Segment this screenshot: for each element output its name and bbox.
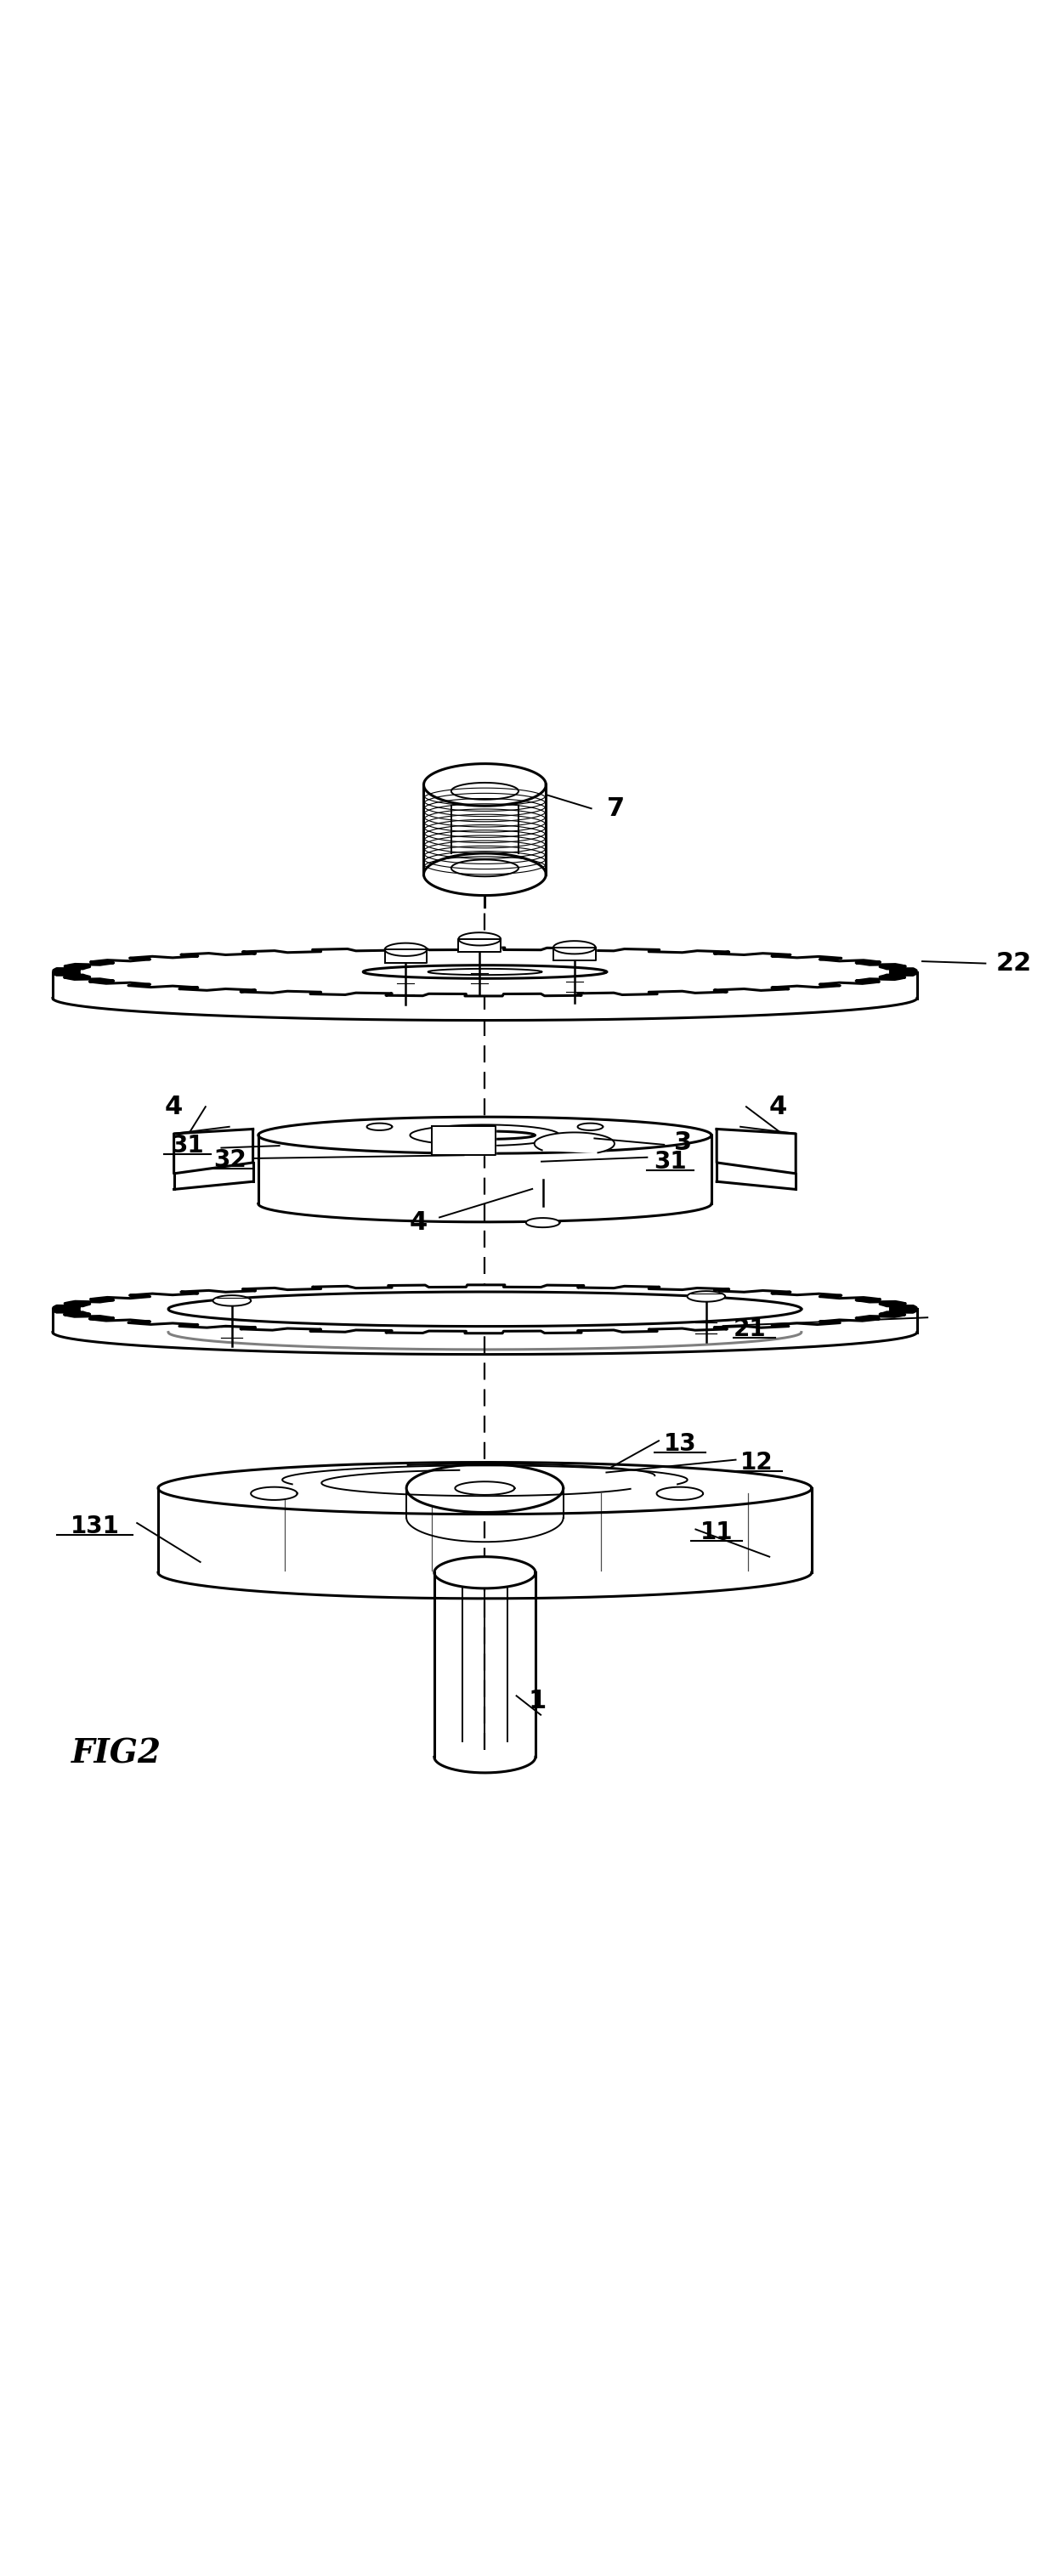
Text: 21: 21 bbox=[734, 1316, 766, 1342]
Polygon shape bbox=[432, 1126, 495, 1154]
Polygon shape bbox=[434, 1556, 535, 1589]
Text: 3: 3 bbox=[674, 1131, 692, 1154]
Text: 32: 32 bbox=[213, 1149, 247, 1172]
Polygon shape bbox=[424, 853, 546, 896]
Polygon shape bbox=[407, 1463, 563, 1512]
Polygon shape bbox=[385, 943, 427, 956]
Polygon shape bbox=[553, 948, 596, 961]
Text: 22: 22 bbox=[996, 951, 1032, 976]
Polygon shape bbox=[435, 1131, 534, 1139]
Polygon shape bbox=[251, 1486, 297, 1499]
Polygon shape bbox=[213, 1296, 251, 1306]
Polygon shape bbox=[687, 1291, 725, 1301]
Polygon shape bbox=[578, 1123, 603, 1131]
Polygon shape bbox=[458, 940, 501, 953]
Text: 12: 12 bbox=[740, 1450, 774, 1476]
Polygon shape bbox=[455, 1481, 514, 1494]
Text: 4: 4 bbox=[164, 1095, 183, 1118]
Polygon shape bbox=[657, 1486, 703, 1499]
Polygon shape bbox=[158, 1463, 812, 1515]
Polygon shape bbox=[53, 1285, 917, 1334]
Polygon shape bbox=[526, 1218, 560, 1226]
Text: 11: 11 bbox=[700, 1520, 734, 1546]
Polygon shape bbox=[367, 1123, 392, 1131]
Polygon shape bbox=[553, 940, 596, 953]
Text: 4: 4 bbox=[768, 1095, 787, 1118]
Polygon shape bbox=[258, 1118, 711, 1154]
Polygon shape bbox=[534, 1133, 614, 1151]
Polygon shape bbox=[428, 969, 542, 974]
Text: FIG2: FIG2 bbox=[72, 1739, 161, 1770]
Text: 13: 13 bbox=[663, 1432, 697, 1455]
Text: 7: 7 bbox=[607, 796, 625, 822]
Polygon shape bbox=[458, 933, 501, 945]
Polygon shape bbox=[385, 951, 427, 963]
Text: 31: 31 bbox=[171, 1133, 204, 1157]
Polygon shape bbox=[53, 948, 917, 997]
Polygon shape bbox=[364, 966, 607, 979]
Text: 31: 31 bbox=[653, 1149, 687, 1175]
Text: 1: 1 bbox=[528, 1690, 547, 1713]
Text: 4: 4 bbox=[409, 1211, 428, 1234]
Polygon shape bbox=[424, 762, 546, 806]
Text: 131: 131 bbox=[71, 1515, 119, 1538]
Polygon shape bbox=[717, 1128, 796, 1175]
Polygon shape bbox=[174, 1128, 253, 1175]
Polygon shape bbox=[169, 1291, 801, 1327]
